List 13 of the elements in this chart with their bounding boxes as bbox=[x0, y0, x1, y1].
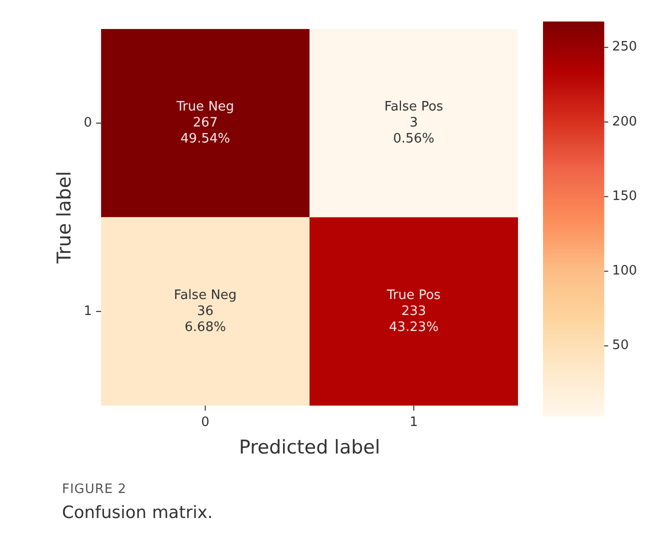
color-bar-label: 250 bbox=[612, 40, 638, 55]
color-bar-label: 100 bbox=[612, 264, 638, 279]
color-bar-label: 150 bbox=[612, 188, 638, 204]
y-axis-title: True label bbox=[53, 171, 76, 264]
caption: FIGURE 2 bbox=[62, 482, 128, 497]
data-label: True Neg 267 49.54% bbox=[175, 100, 234, 147]
x-axis-title: Predicted label bbox=[238, 436, 380, 459]
color-bar-label: 200 bbox=[612, 114, 638, 130]
data-label: False Pos 3 0.56% bbox=[384, 100, 444, 147]
text: Confusion matrix. bbox=[62, 503, 213, 523]
data-label: True Pos 233 43.23% bbox=[386, 288, 441, 335]
data-label: False Neg 36 6.68% bbox=[174, 288, 237, 335]
color-bar-label: 50 bbox=[612, 338, 629, 354]
